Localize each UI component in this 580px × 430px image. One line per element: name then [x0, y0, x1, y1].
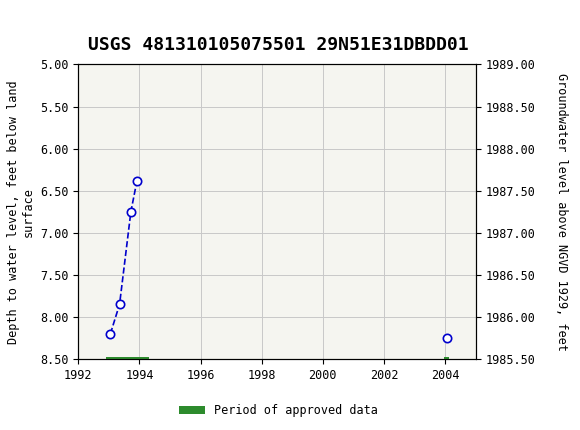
- Y-axis label: Depth to water level, feet below land
surface: Depth to water level, feet below land su…: [6, 80, 35, 344]
- Legend: Period of approved data: Period of approved data: [174, 399, 383, 422]
- Text: USGS 481310105075501 29N51E31DBDD01: USGS 481310105075501 29N51E31DBDD01: [88, 36, 469, 54]
- Y-axis label: Groundwater level above NGVD 1929, feet: Groundwater level above NGVD 1929, feet: [554, 73, 568, 351]
- Text: ≡USGS: ≡USGS: [10, 14, 65, 31]
